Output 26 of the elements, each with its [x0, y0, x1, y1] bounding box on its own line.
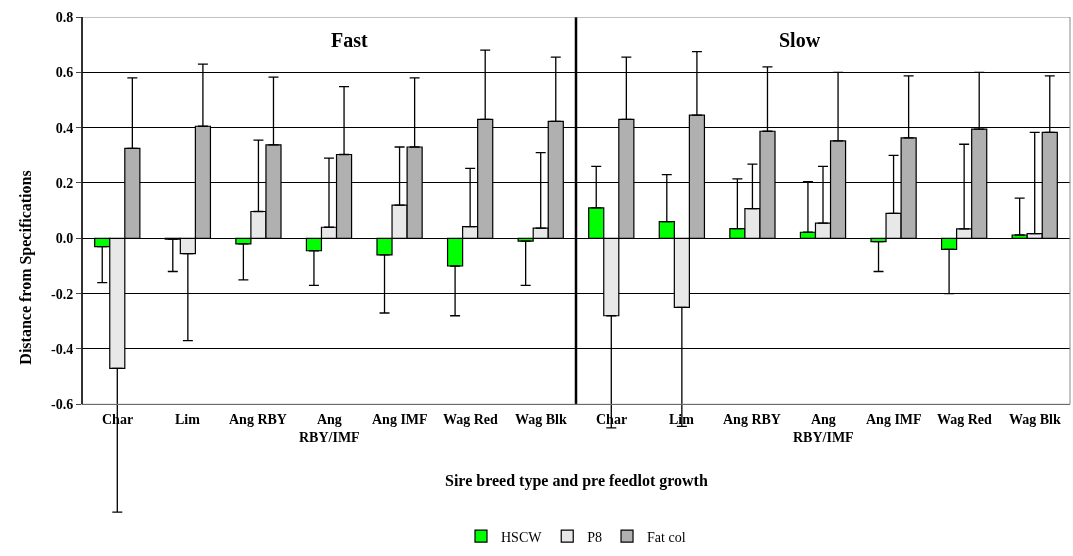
x-tick-label: Lim [175, 412, 201, 427]
x-tick-label: Wag Blk [515, 412, 567, 427]
x-tick-label: Ang RBY/IMF [299, 412, 360, 446]
x-tick-label: Ang RBY/IMF [793, 412, 854, 446]
y-tick-label: 0.2 [55, 175, 74, 191]
x-tick-label: Ang IMF [372, 412, 428, 427]
y-tick-label: 0.8 [55, 9, 74, 25]
x-tick-label: Ang RBY [723, 412, 781, 427]
legend-label: Fat col [647, 529, 686, 545]
y-tick-label: -0.2 [51, 286, 74, 302]
x-tick-label: Wag Blk [1009, 412, 1061, 427]
legend-label: HSCW [501, 529, 543, 545]
y-tick-label: 0.6 [55, 65, 74, 81]
y-tick-label: -0.6 [51, 397, 74, 413]
text: Fast [331, 29, 368, 51]
y-tick-label: 0.4 [55, 120, 74, 136]
x-tick-label: Ang IMF [866, 412, 922, 427]
x-tick-label: Ang RBY [229, 412, 287, 427]
x-tick-label: Wag Red [443, 412, 499, 427]
x-tick-label: Wag Red [937, 412, 993, 427]
x-axis-title: Sire breed type and pre feedlot growth [445, 472, 708, 490]
y-tick-label: 0.0 [55, 231, 74, 247]
y-axis-title: Distance from Specifications [16, 170, 35, 365]
y-tick-label: -0.4 [51, 341, 74, 357]
text: Slow [779, 29, 821, 51]
legend-label: P8 [587, 529, 603, 545]
